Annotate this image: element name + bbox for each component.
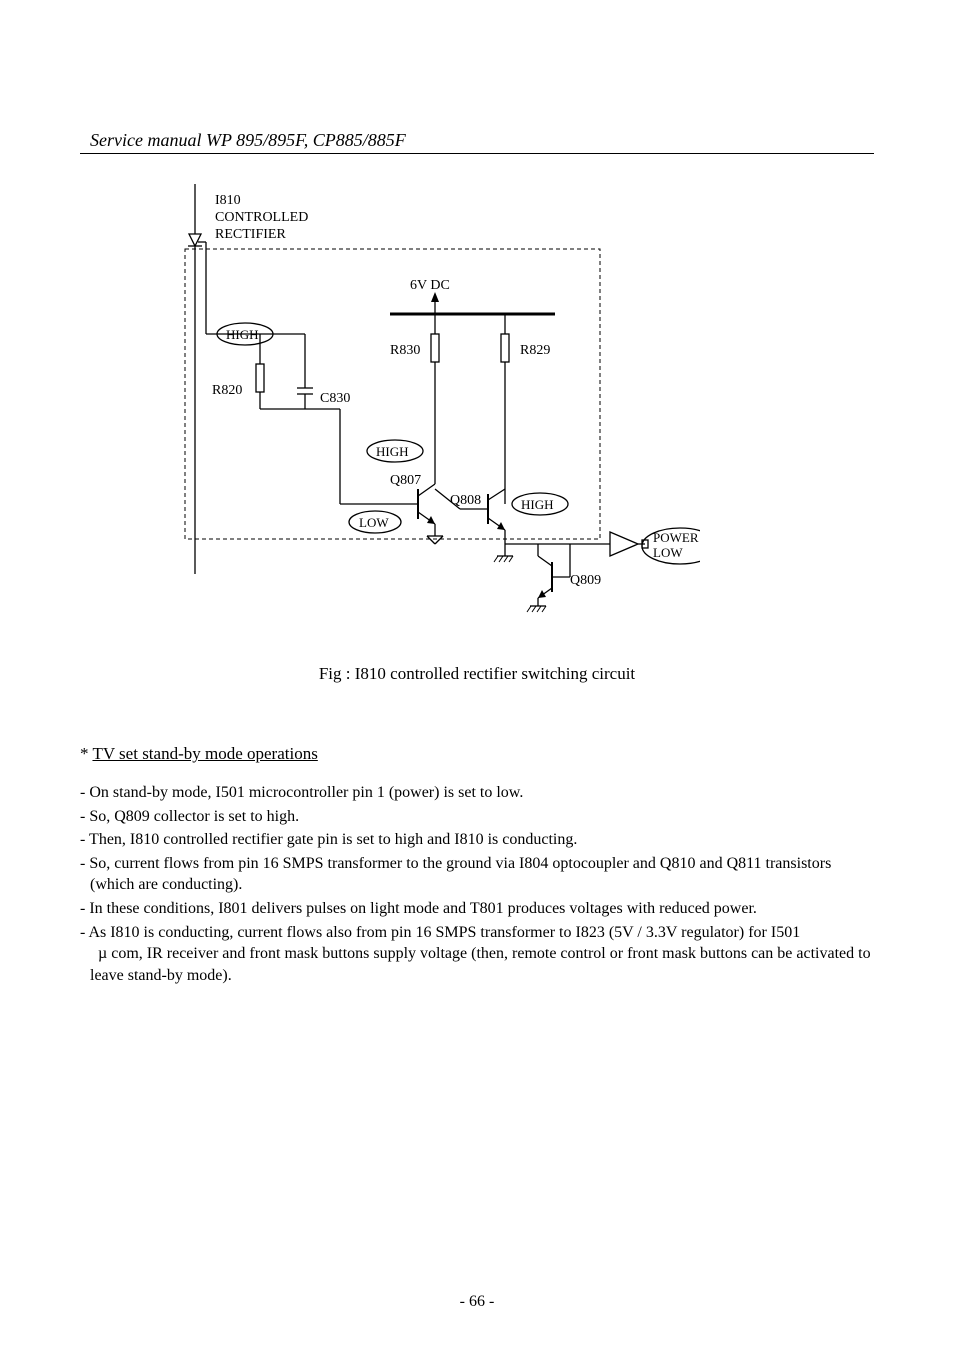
body-text: - On stand-by mode, I501 microcontroller… [80, 782, 874, 986]
body-line-6b: com, IR receiver and front mask buttons … [90, 945, 871, 984]
label-rectifier: RECTIFIER [215, 227, 286, 242]
page-footer: - 66 - [0, 1293, 954, 1311]
mu-symbol: µ [98, 945, 107, 962]
page: Service manual WP 895/895F, CP885/885F I… [0, 0, 954, 1351]
label-r829: R829 [520, 343, 550, 358]
label-q808: Q808 [450, 493, 481, 508]
label-low-1: LOW [359, 515, 389, 530]
circuit-diagram: I810 CONTROLLED RECTIFIER 6V DC R830 R82… [140, 184, 700, 614]
label-q807: Q807 [390, 473, 421, 488]
body-line-2: - So, Q809 collector is set to high. [80, 806, 874, 828]
label-c830: C830 [320, 391, 350, 406]
label-6vdc: 6V DC [410, 278, 450, 293]
label-i810: I810 [215, 193, 241, 208]
circuit-svg: I810 CONTROLLED RECTIFIER 6V DC R830 R82… [140, 184, 700, 614]
body-line-5: - In these conditions, I801 delivers pul… [80, 898, 874, 920]
figure-caption: Fig : I810 controlled rectifier switchin… [80, 664, 874, 684]
body-line-3: - Then, I810 controlled rectifier gate p… [80, 829, 874, 851]
section-prefix: * [80, 744, 92, 763]
label-high-2: HIGH [376, 444, 409, 459]
body-line-1: - On stand-by mode, I501 microcontroller… [80, 782, 874, 804]
label-controlled: CONTROLLED [215, 210, 308, 225]
label-power-low: LOW [653, 545, 683, 560]
body-line-6a: - As I810 is conducting, current flows a… [80, 924, 800, 941]
label-high-3: HIGH [521, 497, 554, 512]
section-title-text: TV set stand-by mode operations [92, 744, 317, 763]
label-power: POWER [653, 530, 699, 545]
body-line-6: - As I810 is conducting, current flows a… [80, 922, 874, 987]
label-r830: R830 [390, 343, 420, 358]
header-title: Service manual WP 895/895F, CP885/885F [90, 130, 406, 150]
section-title: * TV set stand-by mode operations [80, 744, 874, 764]
body-line-4: - So, current flows from pin 16 SMPS tra… [80, 853, 874, 896]
label-r820: R820 [212, 383, 242, 398]
label-q809: Q809 [570, 573, 601, 588]
page-header: Service manual WP 895/895F, CP885/885F [80, 130, 874, 154]
